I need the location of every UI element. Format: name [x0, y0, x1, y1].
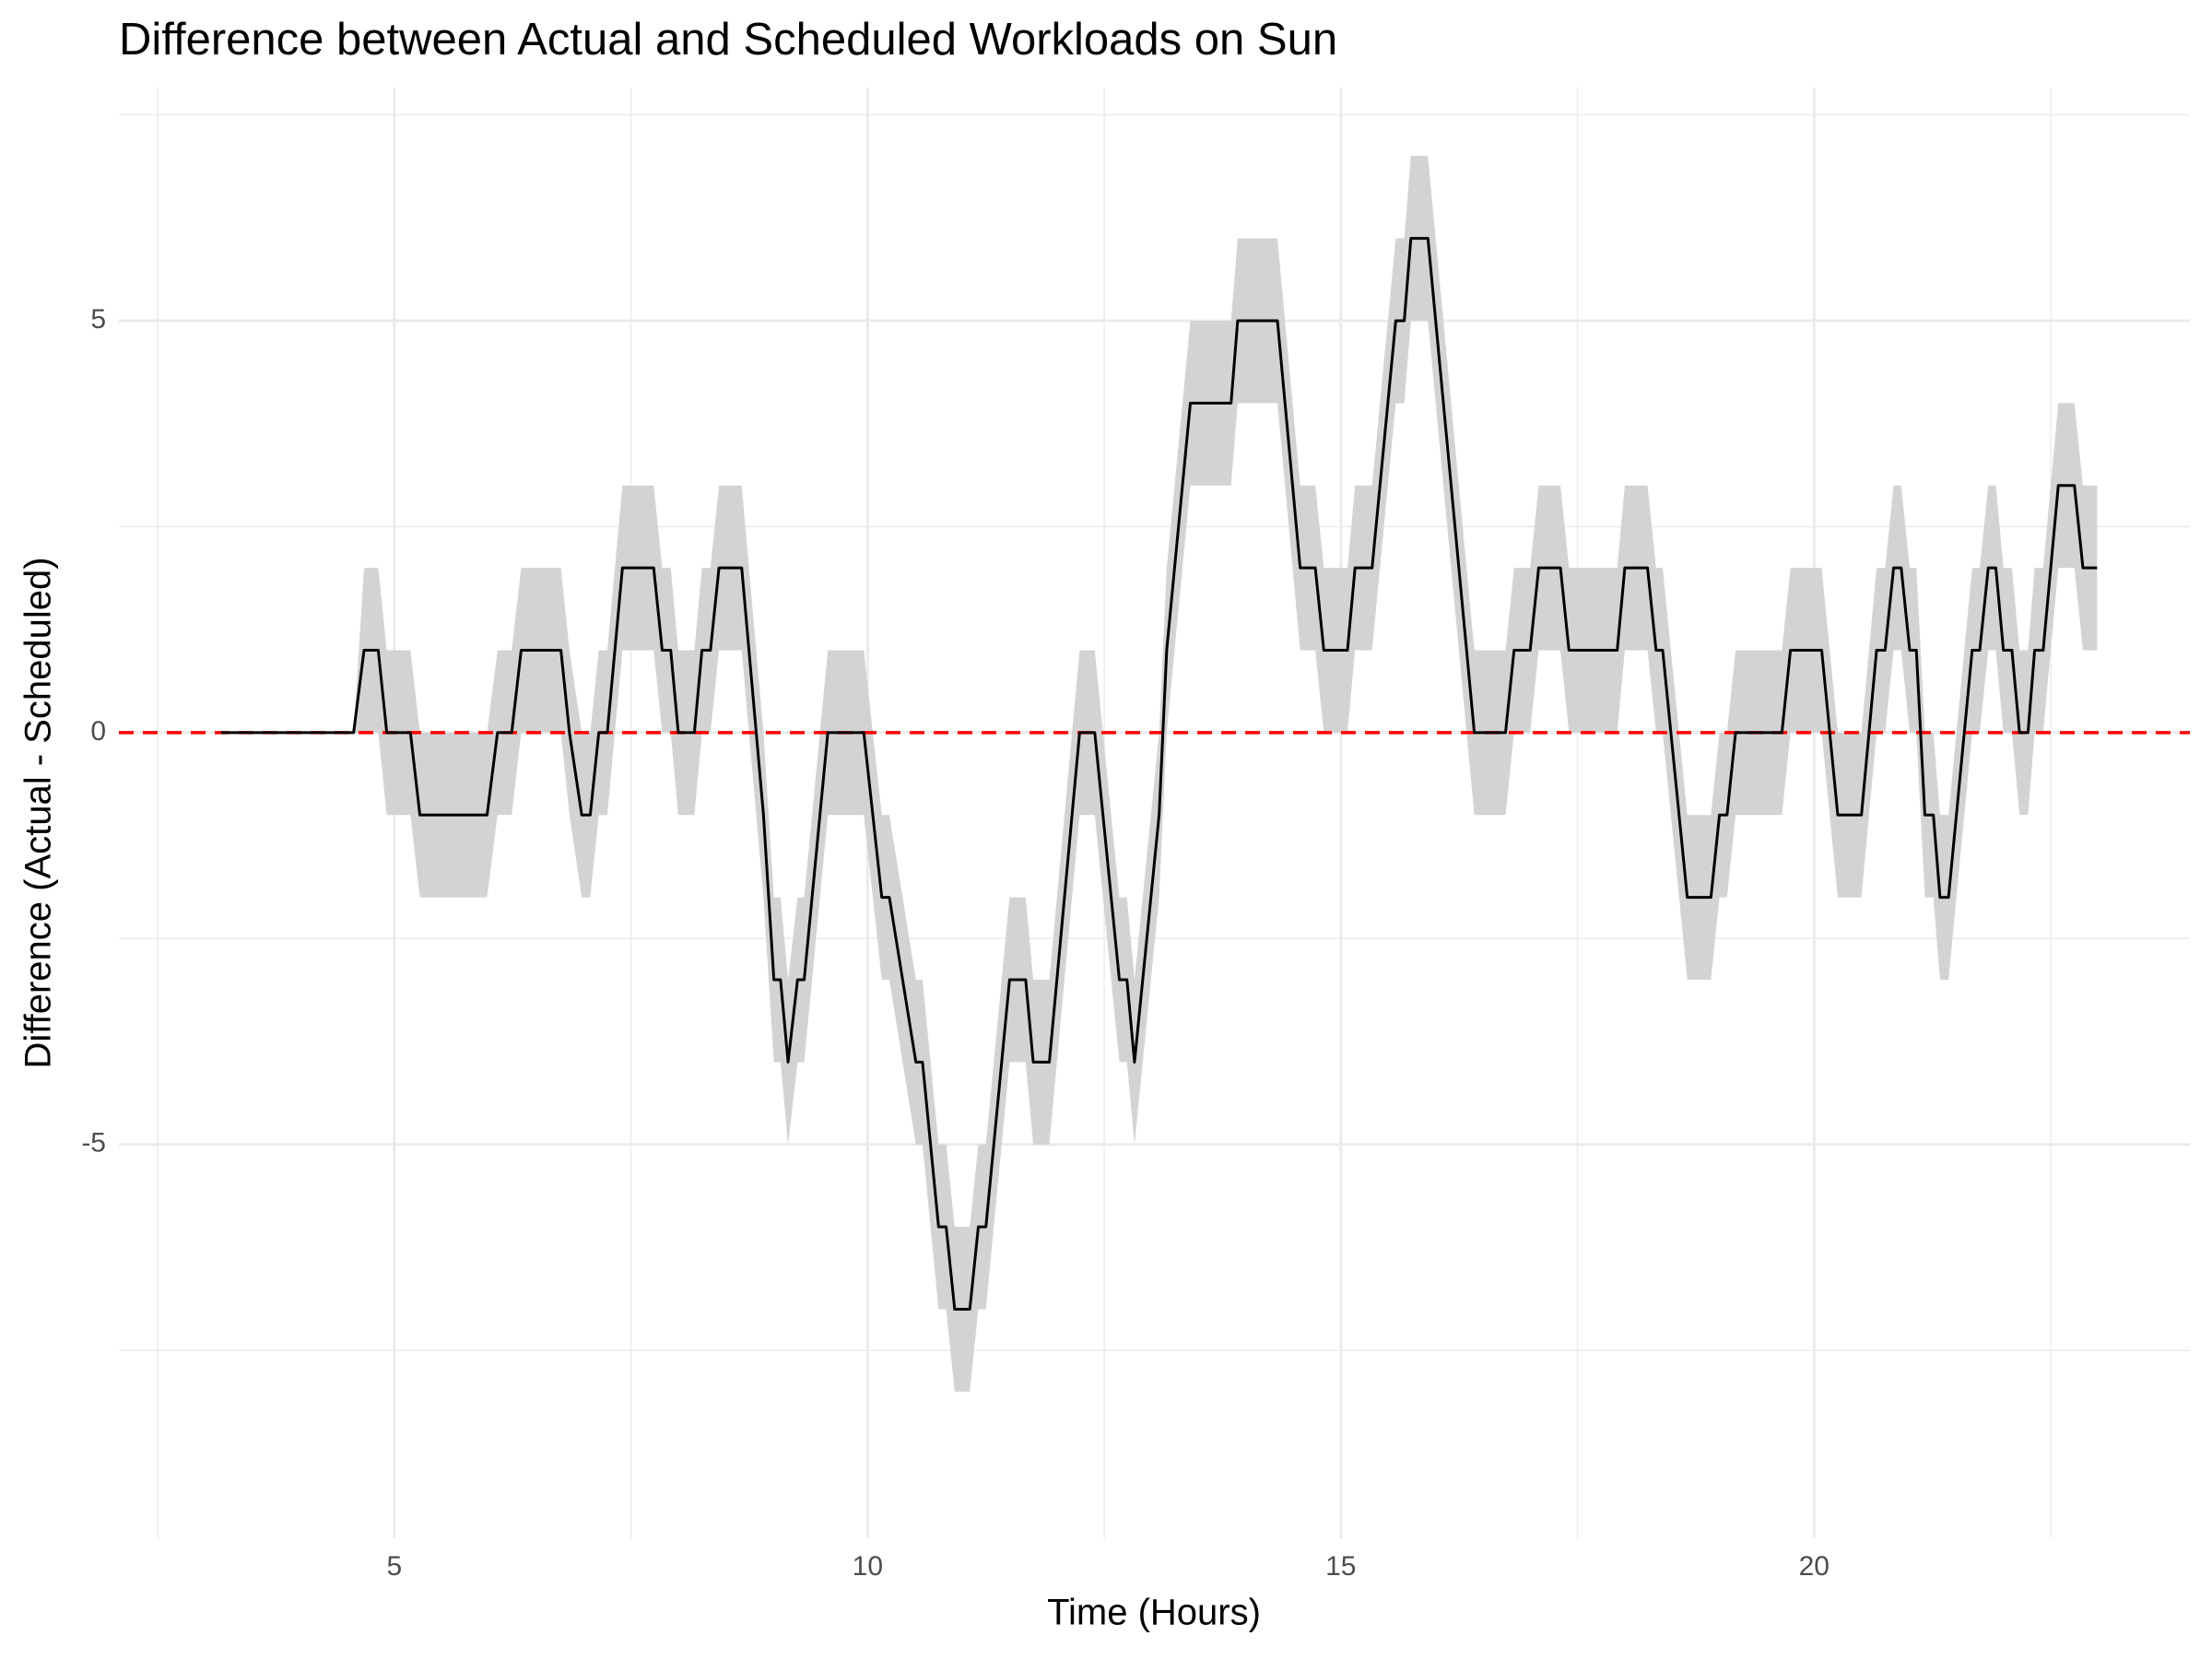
- x-tick-label: 10: [853, 1551, 883, 1582]
- y-axis-label: Difference (Actual - Scheduled): [18, 557, 59, 1068]
- x-tick-label: 20: [1799, 1551, 1830, 1582]
- chart-title: Difference between Actual and Scheduled …: [119, 15, 1337, 65]
- data-line: [220, 237, 2098, 1312]
- plot-area: [119, 156, 2190, 1392]
- x-axis-label: Time (Hours): [1047, 1593, 1261, 1633]
- y-tick-label: 0: [90, 716, 106, 747]
- confidence-band: [220, 156, 2098, 1392]
- x-tick-label: 5: [387, 1551, 403, 1582]
- y-tick-label: -5: [81, 1128, 106, 1159]
- y-tick-label: 5: [90, 304, 106, 335]
- x-tick-label: 15: [1325, 1551, 1356, 1582]
